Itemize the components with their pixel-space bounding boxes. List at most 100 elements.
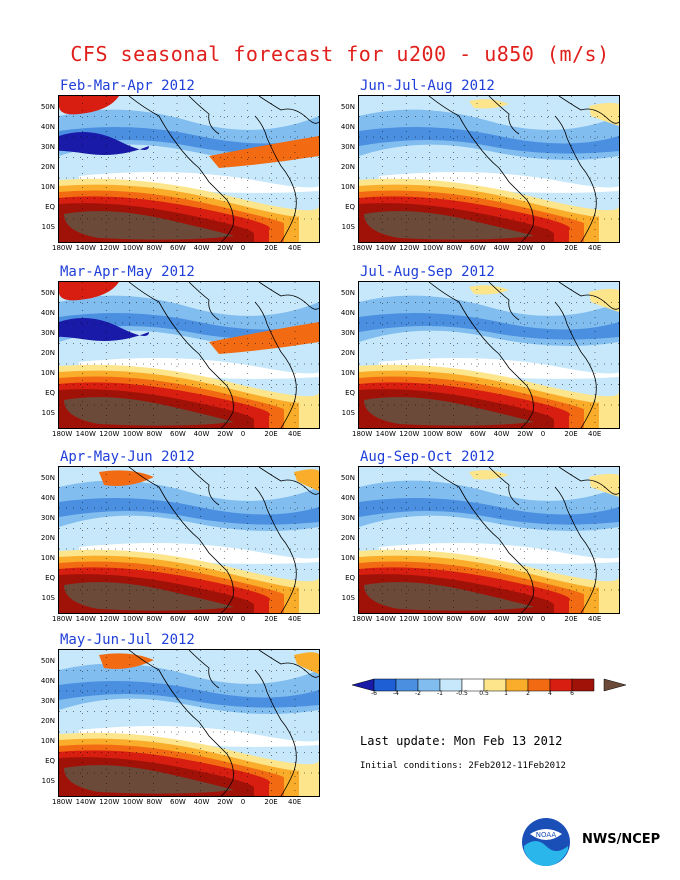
latitude-tick-label: 20N bbox=[340, 534, 355, 542]
longitude-tick-label: 120W bbox=[399, 430, 420, 438]
latitude-tick-label: 10N bbox=[340, 369, 355, 377]
forecast-map bbox=[358, 95, 620, 243]
longitude-tick-label: 60W bbox=[170, 798, 186, 806]
longitude-tick-label: 100W bbox=[122, 615, 144, 623]
panel-title: Jun-Jul-Aug 2012 bbox=[360, 78, 495, 94]
longitude-tick-label: 20E bbox=[264, 244, 278, 252]
longitude-tick-label: 0 bbox=[540, 244, 546, 252]
longitude-tick-label: 20W bbox=[217, 615, 234, 623]
longitude-tick-label: 180W bbox=[352, 244, 373, 252]
organization-label: NWS/NCEP bbox=[582, 832, 661, 847]
longitude-tick-label: 20W bbox=[217, 244, 234, 252]
latitude-tick-label: 40N bbox=[340, 309, 355, 317]
longitude-tick-label: 180W bbox=[52, 615, 73, 623]
map-field bbox=[359, 467, 619, 613]
latitude-tick-label: 10N bbox=[340, 183, 355, 191]
longitude-tick-label: 40E bbox=[588, 244, 602, 252]
longitude-tick-label: 40E bbox=[588, 615, 602, 623]
latitude-tick-label: 20N bbox=[40, 534, 55, 542]
longitude-tick-label: 100W bbox=[122, 430, 144, 438]
latitude-tick-label: 50N bbox=[340, 289, 355, 297]
longitude-tick-label: 180W bbox=[352, 615, 373, 623]
noaa-logo-icon: NOAA bbox=[522, 818, 570, 866]
forecast-map bbox=[58, 95, 320, 243]
longitude-tick-label: 20E bbox=[264, 615, 278, 623]
colorbar bbox=[352, 678, 627, 692]
longitude-tick-label: 0 bbox=[240, 244, 246, 252]
latitude-tick-label: 50N bbox=[340, 103, 355, 111]
longitude-tick-label: 0 bbox=[240, 798, 246, 806]
forecast-map bbox=[358, 281, 620, 429]
latitude-tick-label: 30N bbox=[40, 514, 55, 522]
map-field bbox=[59, 650, 319, 796]
panel-title: Mar-Apr-May 2012 bbox=[60, 264, 195, 280]
longitude-tick-label: 100W bbox=[122, 798, 144, 806]
longitude-tick-label: 40E bbox=[588, 430, 602, 438]
latitude-tick-label: 10S bbox=[341, 594, 355, 602]
latitude-tick-label: EQ bbox=[345, 203, 355, 211]
longitude-tick-label: 120W bbox=[99, 430, 120, 438]
forecast-map bbox=[58, 649, 320, 797]
latitude-tick-label: 20N bbox=[340, 349, 355, 357]
map-field bbox=[359, 96, 619, 242]
longitude-tick-label: 0 bbox=[540, 615, 546, 623]
colorbar-tick-label: -6 bbox=[371, 690, 377, 697]
latitude-tick-label: 10S bbox=[41, 409, 55, 417]
latitude-tick-label: 10N bbox=[40, 737, 55, 745]
latitude-tick-label: 20N bbox=[40, 717, 55, 725]
longitude-tick-label: 60W bbox=[470, 430, 486, 438]
colorbar-segment bbox=[571, 678, 595, 692]
longitude-tick-label: 40E bbox=[288, 430, 302, 438]
longitude-tick-label: 0 bbox=[240, 615, 246, 623]
map-field bbox=[59, 96, 319, 242]
longitude-tick-label: 120W bbox=[99, 615, 120, 623]
longitude-tick-label: 20W bbox=[217, 430, 234, 438]
longitude-tick-label: 0 bbox=[240, 430, 246, 438]
latitude-tick-label: 40N bbox=[40, 677, 55, 685]
latitude-tick-label: 10N bbox=[340, 554, 355, 562]
longitude-tick-label: 40E bbox=[288, 244, 302, 252]
longitude-tick-label: 80W bbox=[146, 430, 163, 438]
latitude-tick-label: EQ bbox=[345, 389, 355, 397]
longitude-tick-label: 20E bbox=[264, 430, 278, 438]
latitude-tick-label: EQ bbox=[345, 574, 355, 582]
map-field bbox=[59, 467, 319, 613]
latitude-tick-label: 30N bbox=[340, 329, 355, 337]
longitude-tick-label: 180W bbox=[52, 430, 73, 438]
longitude-tick-label: 20W bbox=[517, 430, 534, 438]
longitude-tick-label: 40W bbox=[193, 615, 210, 623]
last-update-text: Last update: Mon Feb 13 2012 bbox=[360, 734, 563, 748]
latitude-tick-label: 10N bbox=[40, 369, 55, 377]
longitude-tick-label: 120W bbox=[399, 615, 420, 623]
latitude-tick-label: 50N bbox=[340, 474, 355, 482]
longitude-tick-label: 20E bbox=[564, 244, 578, 252]
longitude-tick-label: 60W bbox=[170, 615, 186, 623]
longitude-tick-label: 0 bbox=[540, 430, 546, 438]
longitude-tick-label: 60W bbox=[470, 615, 486, 623]
longitude-tick-label: 140W bbox=[375, 244, 396, 252]
latitude-tick-label: EQ bbox=[45, 574, 55, 582]
colorbar-tick-label: -4 bbox=[393, 690, 399, 697]
longitude-tick-label: 120W bbox=[99, 798, 120, 806]
longitude-tick-label: 40E bbox=[288, 615, 302, 623]
latitude-tick-label: 10S bbox=[341, 409, 355, 417]
latitude-tick-label: 10S bbox=[41, 223, 55, 231]
longitude-tick-label: 80W bbox=[146, 244, 163, 252]
latitude-tick-label: 30N bbox=[40, 329, 55, 337]
latitude-tick-label: 50N bbox=[40, 289, 55, 297]
colorbar-tick-label: 4 bbox=[548, 690, 552, 697]
longitude-tick-label: 80W bbox=[446, 244, 463, 252]
longitude-tick-label: 80W bbox=[446, 615, 463, 623]
panel-title: Apr-May-Jun 2012 bbox=[60, 449, 195, 465]
longitude-tick-label: 100W bbox=[422, 244, 444, 252]
colorbar-tick-label: -2 bbox=[415, 690, 421, 697]
longitude-tick-label: 60W bbox=[170, 244, 186, 252]
colorbar-tick-label: 2 bbox=[526, 690, 530, 697]
longitude-tick-label: 40W bbox=[193, 798, 210, 806]
latitude-tick-label: 10S bbox=[341, 223, 355, 231]
latitude-tick-label: 30N bbox=[40, 697, 55, 705]
latitude-tick-label: 40N bbox=[40, 494, 55, 502]
longitude-tick-label: 20W bbox=[517, 244, 534, 252]
latitude-tick-label: 50N bbox=[40, 103, 55, 111]
map-field bbox=[359, 282, 619, 428]
